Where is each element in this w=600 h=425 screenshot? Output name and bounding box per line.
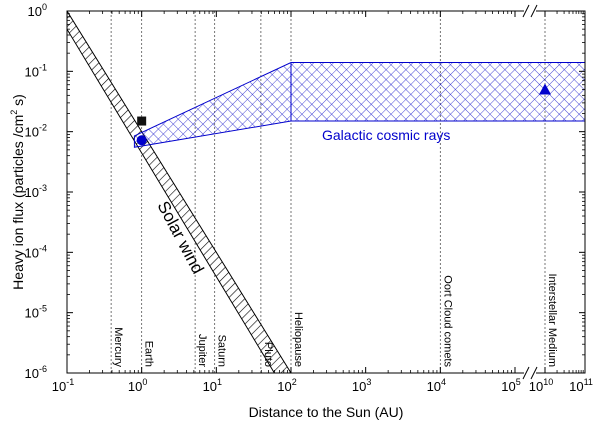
gcr-band xyxy=(133,62,585,148)
solar-wind-band xyxy=(67,11,292,373)
data-points xyxy=(136,83,551,146)
axis-break-mark xyxy=(522,366,530,380)
x-tick-label: 104 xyxy=(427,377,446,394)
x-tick-label: 100 xyxy=(128,377,147,394)
location-label: Pluto xyxy=(262,342,274,367)
axis-break-mark xyxy=(530,4,538,18)
marker-triangle xyxy=(539,83,551,95)
location-label: Heliopause xyxy=(292,312,304,367)
y-tick-label: 10-6 xyxy=(25,364,47,381)
x-tick-label: 1010 xyxy=(529,377,553,394)
location-label: Mercury xyxy=(112,327,124,367)
axis-break-gap xyxy=(524,370,536,376)
axes xyxy=(66,4,586,380)
y-tick-label: 10-2 xyxy=(25,123,47,140)
marker-circle xyxy=(136,135,147,146)
x-tick-label: 103 xyxy=(352,377,371,394)
location-label: Earth xyxy=(143,341,155,367)
x-tick-label: 105 xyxy=(501,377,520,394)
axis-break-mark xyxy=(522,4,530,18)
y-axis-title: Heavy ion flux (particles /cm2 s) xyxy=(9,94,26,290)
location-label: Interstellar Medium xyxy=(546,273,558,367)
x-tick-label: 102 xyxy=(277,377,296,394)
bands xyxy=(67,11,585,373)
location-label: Saturn xyxy=(216,335,228,367)
location-label: Jupiter xyxy=(196,334,208,367)
y-tick-label: 100 xyxy=(28,2,47,19)
x-axis-title: Distance to the Sun (AU) xyxy=(249,404,404,420)
marker-square xyxy=(137,116,147,126)
location-label: Oort Cloud comets xyxy=(441,275,453,367)
x-tick-label: 10-1 xyxy=(52,377,74,394)
axis-break-gap xyxy=(524,8,536,14)
axis-break-mark xyxy=(530,366,538,380)
y-tick-label: 10-4 xyxy=(25,243,47,260)
x-tick-label: 1011 xyxy=(569,377,593,394)
y-tick-label: 10-5 xyxy=(25,304,47,321)
x-tick-label: 101 xyxy=(203,377,222,394)
y-tick-label: 10-3 xyxy=(25,183,47,200)
gcr-label: Galactic cosmic rays xyxy=(322,127,450,143)
y-tick-label: 10-1 xyxy=(25,62,47,79)
